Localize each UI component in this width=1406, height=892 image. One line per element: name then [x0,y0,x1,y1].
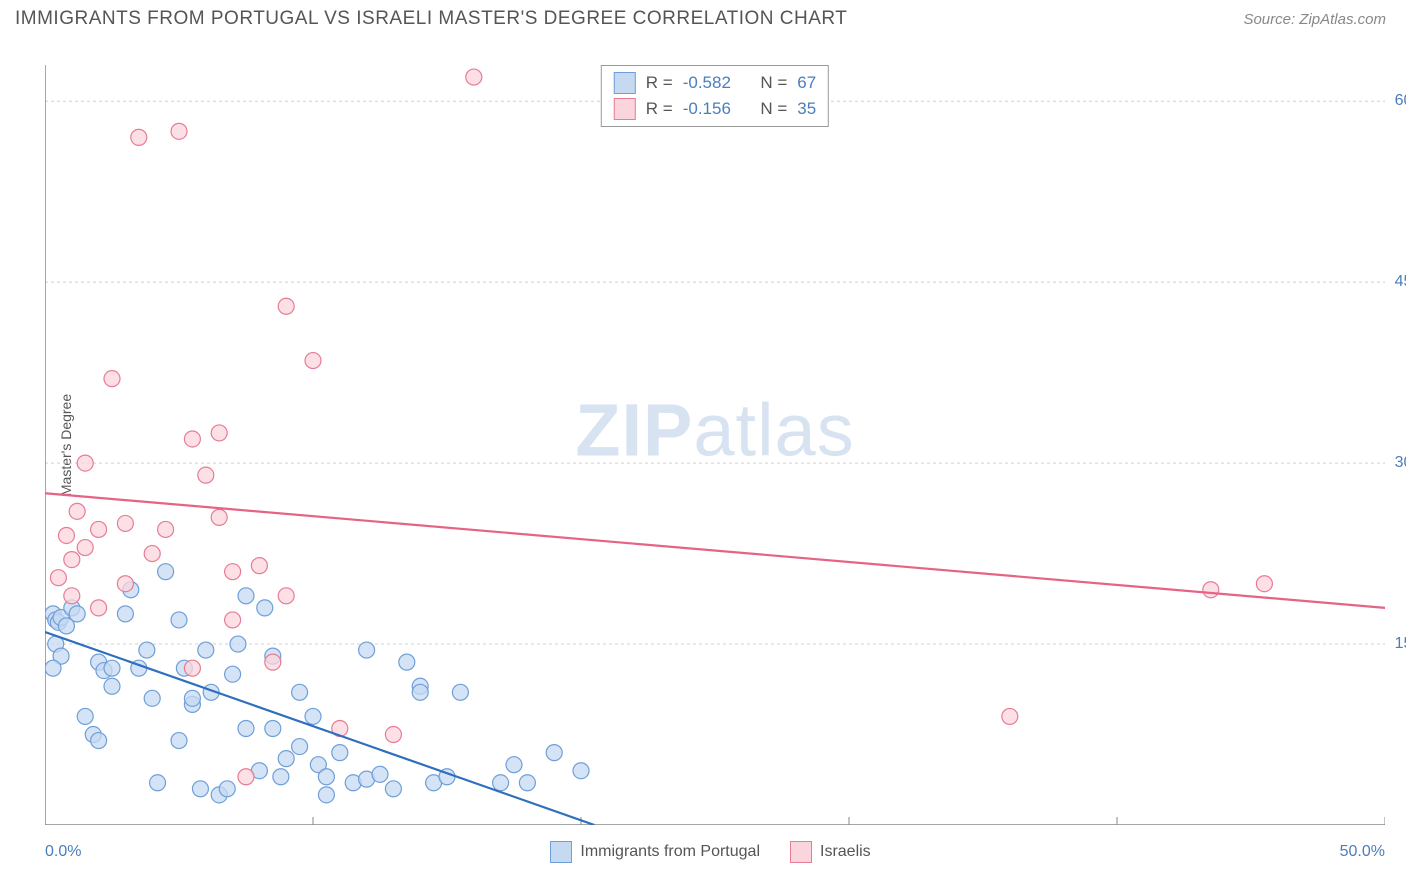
correlation-row: R = -0.156 N = 35 [614,96,816,122]
legend-item: Immigrants from Portugal [550,841,760,863]
x-tick-max: 50.0% [1340,843,1385,861]
legend-label: Immigrants from Portugal [580,843,760,861]
legend-item: Israelis [790,841,871,863]
x-axis-legend: 0.0% Immigrants from Portugal Israelis 50… [45,841,1385,863]
y-tick-label: 45.0% [1395,273,1406,291]
chart-area: Master's Degree ZIPatlas R = -0.582 N = … [45,65,1385,825]
x-tick-min: 0.0% [45,843,81,861]
legend-swatch [614,98,636,120]
legend-swatch [550,841,572,863]
y-tick-label: 15.0% [1395,635,1406,653]
y-tick-label: 30.0% [1395,454,1406,472]
chart-title: IMMIGRANTS FROM PORTUGAL VS ISRAELI MAST… [15,8,847,30]
source-attribution: Source: ZipAtlas.com [1243,11,1386,28]
y-tick-label: 60.0% [1395,92,1406,110]
correlation-legend: R = -0.582 N = 67 R = -0.156 N = 35 [601,65,829,127]
scatter-plot [45,65,1385,825]
legend-label: Israelis [820,843,871,861]
correlation-row: R = -0.582 N = 67 [614,70,816,96]
legend-swatch [790,841,812,863]
legend-swatch [614,72,636,94]
